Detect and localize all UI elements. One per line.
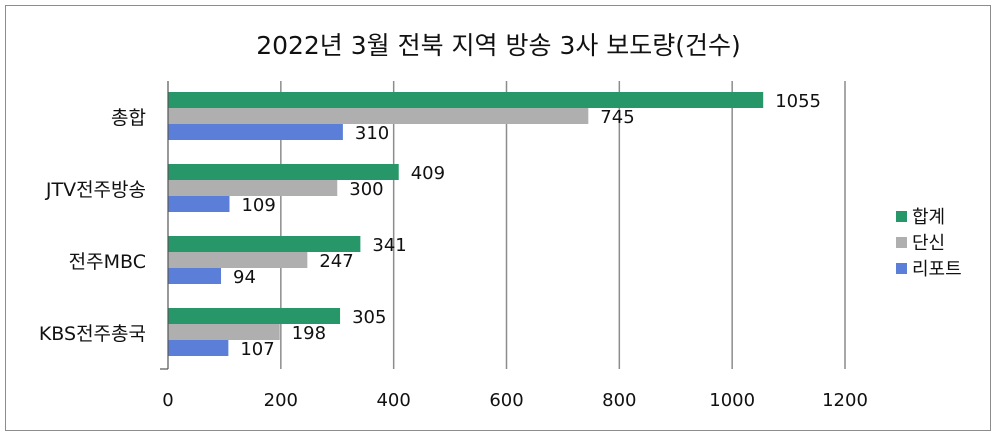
y-category-label: KBS전주총국 (39, 323, 146, 345)
data-label: 247 (319, 251, 353, 272)
bar (168, 324, 280, 340)
data-label: 1055 (775, 91, 821, 112)
y-category-label: JTV전주방송 (45, 179, 146, 201)
data-label: 409 (411, 163, 445, 184)
x-tick-label: 800 (602, 390, 636, 411)
legend-swatch (896, 237, 907, 248)
data-label: 107 (240, 339, 274, 360)
legend-swatch (896, 211, 907, 222)
data-label: 94 (233, 267, 256, 288)
x-tick-label: 0 (162, 390, 173, 411)
y-category-label: 전주MBC (69, 251, 146, 273)
bar (168, 308, 341, 324)
bar (168, 108, 589, 124)
data-label: 198 (292, 323, 326, 344)
legend-swatch (896, 263, 907, 274)
x-tick-label: 600 (489, 390, 523, 411)
x-tick-label: 1000 (709, 390, 755, 411)
bar (168, 340, 229, 356)
x-tick-label: 1200 (822, 390, 868, 411)
bar (168, 124, 343, 140)
x-tick-label: 400 (376, 390, 410, 411)
data-label: 310 (355, 123, 389, 144)
legend-label: 합계 (912, 207, 945, 228)
data-labels: 1055 745 310 409 300 109 341 247 94 305 198 107 (233, 91, 821, 360)
bar (168, 92, 764, 108)
data-label: 300 (349, 179, 383, 200)
data-label: 109 (241, 195, 275, 216)
x-tick-label: 200 (264, 390, 298, 411)
chart-frame (5, 5, 991, 431)
bar (168, 268, 222, 284)
bar (168, 196, 230, 212)
data-label: 341 (372, 235, 406, 256)
data-label: 305 (352, 307, 386, 328)
legend-label: 단신 (912, 233, 945, 254)
bar (168, 164, 399, 180)
y-category-label: 총합 (111, 107, 146, 129)
chart-title: 2022년 3월 전북 지역 방송 3사 보도량(건수) (256, 31, 741, 60)
bar (168, 236, 361, 252)
bars (168, 92, 764, 356)
bar (168, 180, 338, 196)
bar (168, 252, 308, 268)
data-label: 745 (600, 107, 634, 128)
legend-label: 리포트 (912, 259, 962, 280)
grid-lines (280, 81, 846, 369)
